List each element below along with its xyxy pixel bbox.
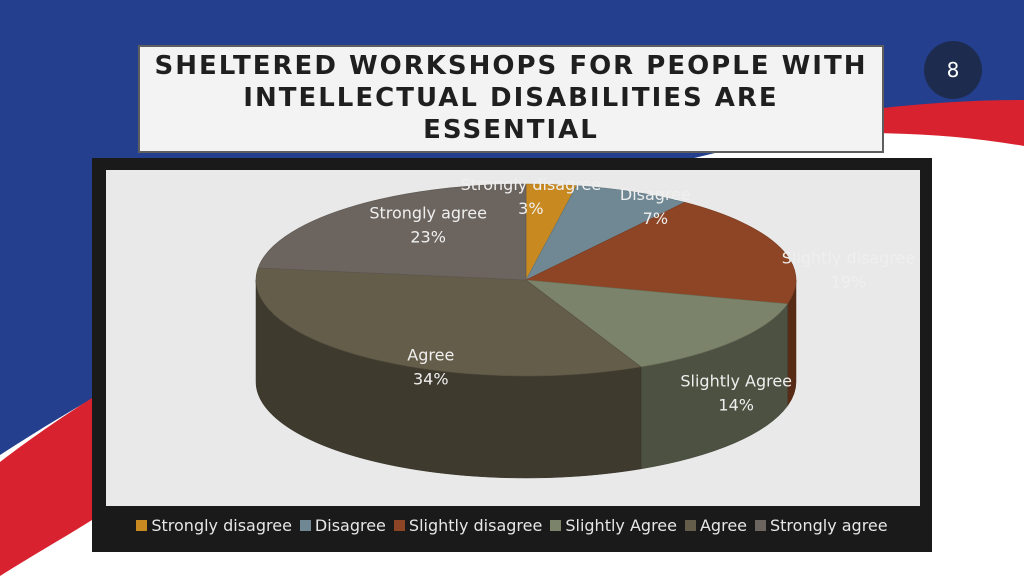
pie-chart: Strongly disagree 3% Disagree 7% Slightly di… (255, 175, 915, 479)
data-label-value-slightly-agree: 14% (718, 395, 754, 414)
pie-top-faces (255, 183, 797, 377)
chart-frame: Strongly disagree 3% Disagree 7% Slightly di… (92, 158, 932, 552)
legend-item-agree: Agree (684, 516, 747, 535)
legend-label: Strongly agree (770, 516, 888, 535)
page-number-badge: 8 (924, 41, 982, 99)
data-label-name-strongly-disagree: Strongly disagree (461, 175, 602, 194)
legend-label: Strongly disagree (151, 516, 292, 535)
plot-area: Strongly disagree 3% Disagree 7% Slightly di… (106, 170, 920, 506)
data-label-name-strongly-agree: Strongly agree (369, 203, 487, 222)
legend-swatch (684, 520, 696, 531)
legend-swatch (755, 520, 766, 531)
legend-swatch (550, 520, 562, 531)
pie-data-labels: Strongly disagree 3% Disagree 7% Slightly di… (369, 175, 915, 414)
accent-red-stripe-left (0, 398, 92, 576)
legend-item-slightly-agree: Slightly Agree (550, 516, 677, 535)
pie-slice-slightly-agree (524, 279, 789, 368)
data-label-value-strongly-agree: 23% (410, 227, 446, 246)
data-label-name-slightly-disagree: Slightly disagree (782, 249, 915, 268)
legend-item-strongly-agree: Strongly agree (755, 516, 888, 535)
legend-item-slightly-disagree: Slightly disagree (393, 516, 543, 535)
data-label-value-slightly-disagree: 19% (831, 273, 867, 292)
legend-swatch (136, 520, 148, 531)
legend-item-disagree: Disagree (299, 516, 386, 535)
pie-side-walls (255, 279, 797, 479)
data-label-name-agree: Agree (407, 346, 454, 365)
data-label-value-strongly-disagree: 3% (518, 199, 543, 218)
pie-slice-slightly-disagree (524, 202, 797, 305)
pie-slice-agree (255, 267, 642, 377)
slide-title: SHELTERED WORKSHOPS FOR PEOPLE WITH INTE… (154, 51, 868, 145)
data-label-value-agree: 34% (413, 370, 449, 389)
legend-label: Disagree (314, 516, 386, 535)
title-box: SHELTERED WORKSHOPS FOR PEOPLE WITH INTE… (138, 45, 884, 153)
legend-label: Slightly Agree (565, 516, 677, 535)
legend-item-strongly-disagree: Strongly disagree (136, 516, 292, 535)
legend-label: Slightly disagree (408, 516, 543, 535)
data-label-value-disagree: 7% (643, 209, 668, 228)
pie-slice-disagree (525, 185, 686, 281)
legend-swatch (393, 520, 405, 531)
legend-label: Agree (699, 516, 747, 535)
chart-legend: Strongly disagree Disagree Slightly disagr… (92, 516, 932, 535)
legend-swatch (299, 520, 311, 531)
data-label-name-slightly-agree: Slightly Agree (680, 371, 792, 390)
data-label-name-disagree: Disagree (620, 185, 691, 204)
pie-slice-strongly-agree (257, 183, 527, 281)
